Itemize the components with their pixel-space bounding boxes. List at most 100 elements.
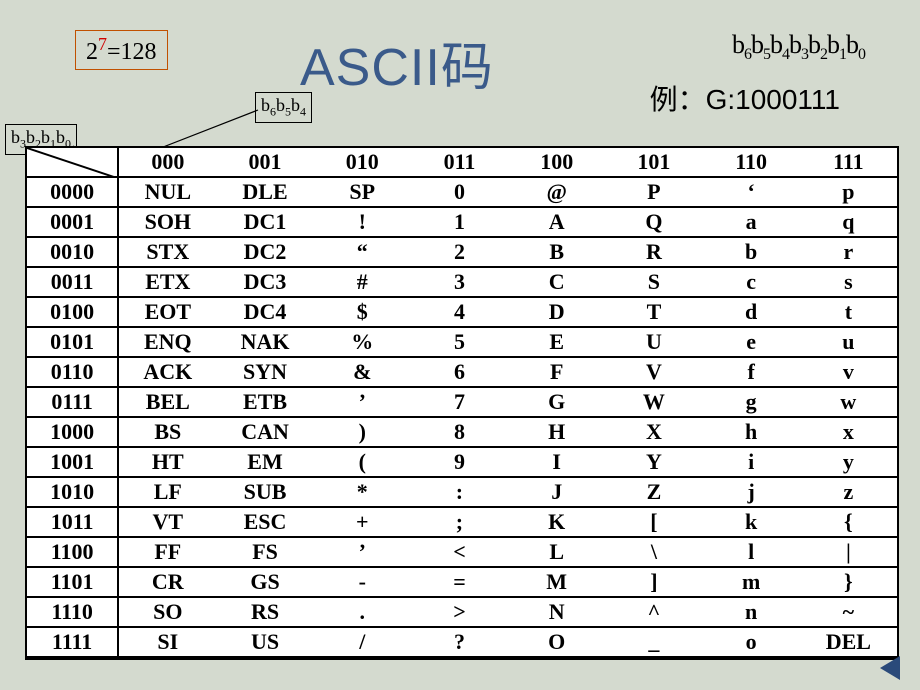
row-header: 1101 <box>27 567 118 597</box>
ascii-cell: DC3 <box>216 267 313 297</box>
ascii-cell: US <box>216 627 313 657</box>
ascii-cell: SO <box>118 597 216 627</box>
ascii-cell: H <box>508 417 605 447</box>
ascii-cell: $ <box>314 297 411 327</box>
table-row: 1000BSCAN)8HXhx <box>27 417 897 447</box>
ascii-cell: 8 <box>411 417 508 447</box>
ascii-cell: K <box>508 507 605 537</box>
ascii-cell: _ <box>605 627 702 657</box>
ascii-cell: [ <box>605 507 702 537</box>
table-row: 0000NULDLESP0@P‘p <box>27 177 897 207</box>
ascii-cell: i <box>703 447 800 477</box>
table-row: 1011VTESC+;K[k{ <box>27 507 897 537</box>
ascii-cell: O <box>508 627 605 657</box>
ascii-cell: BEL <box>118 387 216 417</box>
ascii-cell: y <box>800 447 897 477</box>
col-header: 100 <box>508 148 605 177</box>
ascii-cell: LF <box>118 477 216 507</box>
row-header: 0010 <box>27 237 118 267</box>
ascii-cell: z <box>800 477 897 507</box>
ascii-cell: - <box>314 567 411 597</box>
table-row: 1111SIUS/?O_oDEL <box>27 627 897 657</box>
ascii-cell: 4 <box>411 297 508 327</box>
table-row: 0001SOHDC1!1AQaq <box>27 207 897 237</box>
row-header: 1100 <box>27 537 118 567</box>
ascii-cell: SOH <box>118 207 216 237</box>
ascii-cell: a <box>703 207 800 237</box>
ascii-cell: 6 <box>411 357 508 387</box>
ascii-cell: Q <box>605 207 702 237</box>
ascii-cell: L <box>508 537 605 567</box>
formula-box: 27=128 <box>75 30 168 70</box>
ascii-cell: SP <box>314 177 411 207</box>
ascii-cell: S <box>605 267 702 297</box>
ascii-cell: 7 <box>411 387 508 417</box>
ascii-cell: r <box>800 237 897 267</box>
ascii-cell: EOT <box>118 297 216 327</box>
ascii-cell: C <box>508 267 605 297</box>
col-header: 111 <box>800 148 897 177</box>
ascii-cell: STX <box>118 237 216 267</box>
row-header: 1000 <box>27 417 118 447</box>
ascii-cell: q <box>800 207 897 237</box>
ascii-cell: l <box>703 537 800 567</box>
ascii-cell: | <box>800 537 897 567</box>
ascii-cell: ^ <box>605 597 702 627</box>
ascii-cell: s <box>800 267 897 297</box>
table-row: 1010LFSUB*:JZjz <box>27 477 897 507</box>
example-text: 例：G:1000111 <box>650 78 840 118</box>
ascii-cell: GS <box>216 567 313 597</box>
ascii-cell: HT <box>118 447 216 477</box>
ascii-cell: ENQ <box>118 327 216 357</box>
ascii-cell: ETX <box>118 267 216 297</box>
table-row: 0011ETXDC3#3CScs <box>27 267 897 297</box>
ascii-cell: 0 <box>411 177 508 207</box>
ascii-cell: { <box>800 507 897 537</box>
ascii-cell: p <box>800 177 897 207</box>
ascii-cell: Y <box>605 447 702 477</box>
ascii-cell: f <box>703 357 800 387</box>
ascii-cell: d <box>703 297 800 327</box>
ascii-cell: n <box>703 597 800 627</box>
row-header: 0011 <box>27 267 118 297</box>
ascii-cell: ; <box>411 507 508 537</box>
ascii-cell: ’ <box>314 387 411 417</box>
ascii-cell: Z <box>605 477 702 507</box>
table-row: 0110ACKSYN&6FVfv <box>27 357 897 387</box>
ascii-cell: < <box>411 537 508 567</box>
table-row: 0101ENQNAK%5EUeu <box>27 327 897 357</box>
prev-button[interactable] <box>880 656 900 680</box>
ascii-cell: I <box>508 447 605 477</box>
ascii-cell: v <box>800 357 897 387</box>
ascii-cell: u <box>800 327 897 357</box>
ascii-cell: c <box>703 267 800 297</box>
ascii-cell: A <box>508 207 605 237</box>
formula-base: 2 <box>86 39 98 65</box>
ascii-cell: VT <box>118 507 216 537</box>
ascii-cell: : <box>411 477 508 507</box>
ascii-cell: > <box>411 597 508 627</box>
ascii-cell: o <box>703 627 800 657</box>
row-header: 0101 <box>27 327 118 357</box>
ascii-cell: ESC <box>216 507 313 537</box>
ascii-cell: 5 <box>411 327 508 357</box>
ascii-cell: D <box>508 297 605 327</box>
ascii-cell: SI <box>118 627 216 657</box>
ascii-cell: E <box>508 327 605 357</box>
ascii-cell: ( <box>314 447 411 477</box>
ascii-cell: ) <box>314 417 411 447</box>
ascii-cell: CAN <box>216 417 313 447</box>
ascii-cell: G <box>508 387 605 417</box>
col-header: 110 <box>703 148 800 177</box>
ascii-cell: EM <box>216 447 313 477</box>
ascii-cell: V <box>605 357 702 387</box>
ascii-cell: @ <box>508 177 605 207</box>
corner-cell <box>27 148 118 177</box>
ascii-cell: X <box>605 417 702 447</box>
row-header: 1001 <box>27 447 118 477</box>
ascii-cell: 3 <box>411 267 508 297</box>
ascii-cell: ] <box>605 567 702 597</box>
formula-exp: 7 <box>98 34 107 54</box>
ascii-cell: P <box>605 177 702 207</box>
ascii-cell: # <box>314 267 411 297</box>
